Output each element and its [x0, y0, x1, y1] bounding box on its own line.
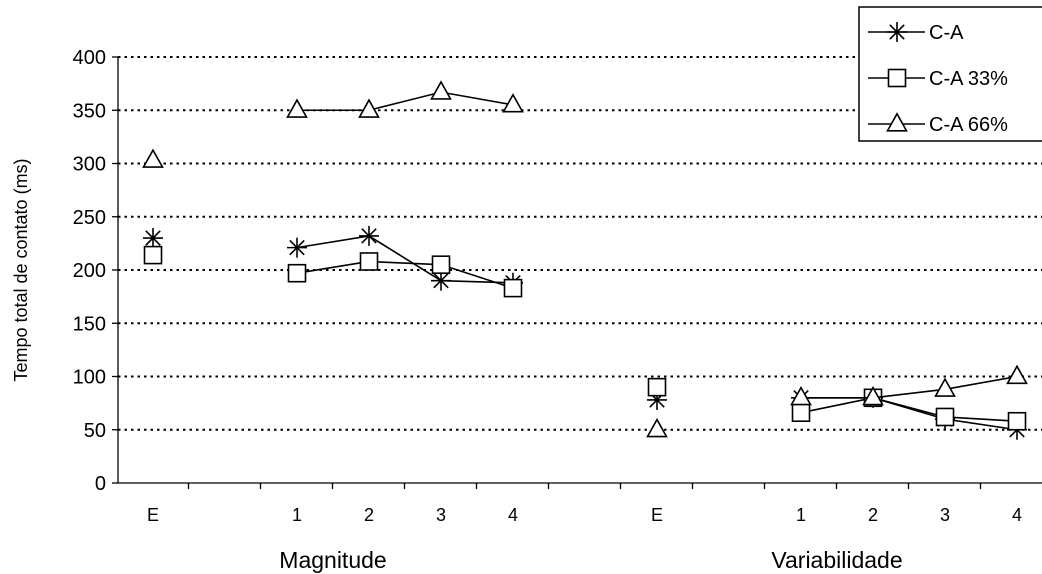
data-point [431, 255, 451, 274]
data-point [791, 403, 811, 423]
data-point [503, 278, 523, 298]
data-point [1007, 411, 1027, 431]
data-point [286, 98, 308, 118]
x-tick-label: E [651, 505, 663, 525]
series-line [801, 375, 1018, 399]
data-point [143, 245, 163, 265]
series-line [296, 235, 514, 284]
series-2 [143, 245, 1027, 431]
legend-item: C-A [868, 22, 964, 44]
data-point [287, 237, 307, 258]
data-point [359, 225, 379, 246]
data-point [934, 377, 956, 397]
data-point [790, 385, 812, 406]
data-point [862, 385, 884, 406]
y-axis-ticks: 0 50 100 150 200 250 300 350 400 [73, 47, 118, 495]
data-point [142, 148, 164, 168]
y-tick-label: 150 [73, 313, 106, 335]
legend-item: C-A 33% [868, 68, 1008, 90]
y-tick-label: 350 [73, 100, 106, 122]
legend: C-A C-A 33% C-A 66% [858, 6, 1042, 142]
series-3 [142, 80, 1028, 438]
y-tick-label: 200 [73, 260, 106, 282]
data-point [647, 377, 667, 397]
data-point [430, 80, 452, 100]
data-point [431, 270, 451, 291]
x-axis-ticks: E 1 2 3 4 E 1 2 3 4 [147, 483, 1022, 525]
x-tick-label: 3 [436, 505, 446, 525]
group-label: Variabilidade [771, 547, 902, 573]
series-line [800, 396, 1018, 423]
y-axis-title: Tempo total de contato (ms) [11, 158, 31, 381]
x-tick-label: 1 [796, 505, 806, 525]
y-tick-label: 100 [73, 367, 106, 389]
x-tick-label: 4 [1012, 505, 1022, 525]
legend-label: C-A 33% [929, 68, 1008, 90]
data-point [1006, 364, 1028, 385]
y-tick-label: 0 [95, 473, 106, 495]
data-point [646, 417, 668, 438]
series-1 [143, 225, 1027, 440]
series-layer [142, 80, 1028, 440]
x-tick-label: 4 [508, 505, 518, 525]
data-point [358, 98, 380, 118]
x-tick-label: 1 [292, 505, 302, 525]
series-line [296, 260, 514, 289]
legend-marker [887, 68, 907, 88]
x-tick-label: 2 [364, 505, 374, 525]
data-point [935, 407, 955, 427]
x-tick-label: 2 [868, 505, 878, 525]
data-point [502, 93, 524, 113]
legend-marker [887, 22, 907, 42]
data-point [287, 263, 307, 283]
category-group-labels: Magnitude Variabilidade [279, 547, 902, 573]
legend-label: C-A 66% [929, 114, 1008, 136]
legend-label: C-A [929, 22, 964, 44]
data-point [359, 252, 379, 271]
y-tick-label: 400 [73, 47, 106, 69]
series-line [297, 91, 514, 112]
x-tick-label: E [147, 505, 159, 525]
y-tick-label: 50 [84, 420, 106, 442]
x-tick-label: 3 [940, 505, 950, 525]
legend-marker [886, 112, 908, 132]
y-tick-label: 300 [73, 154, 106, 176]
gridlines [118, 56, 1042, 431]
data-point [143, 228, 163, 249]
series-line [801, 396, 1018, 431]
group-label: Magnitude [279, 547, 386, 573]
y-tick-label: 250 [73, 207, 106, 229]
legend-item: C-A 66% [868, 112, 1008, 136]
